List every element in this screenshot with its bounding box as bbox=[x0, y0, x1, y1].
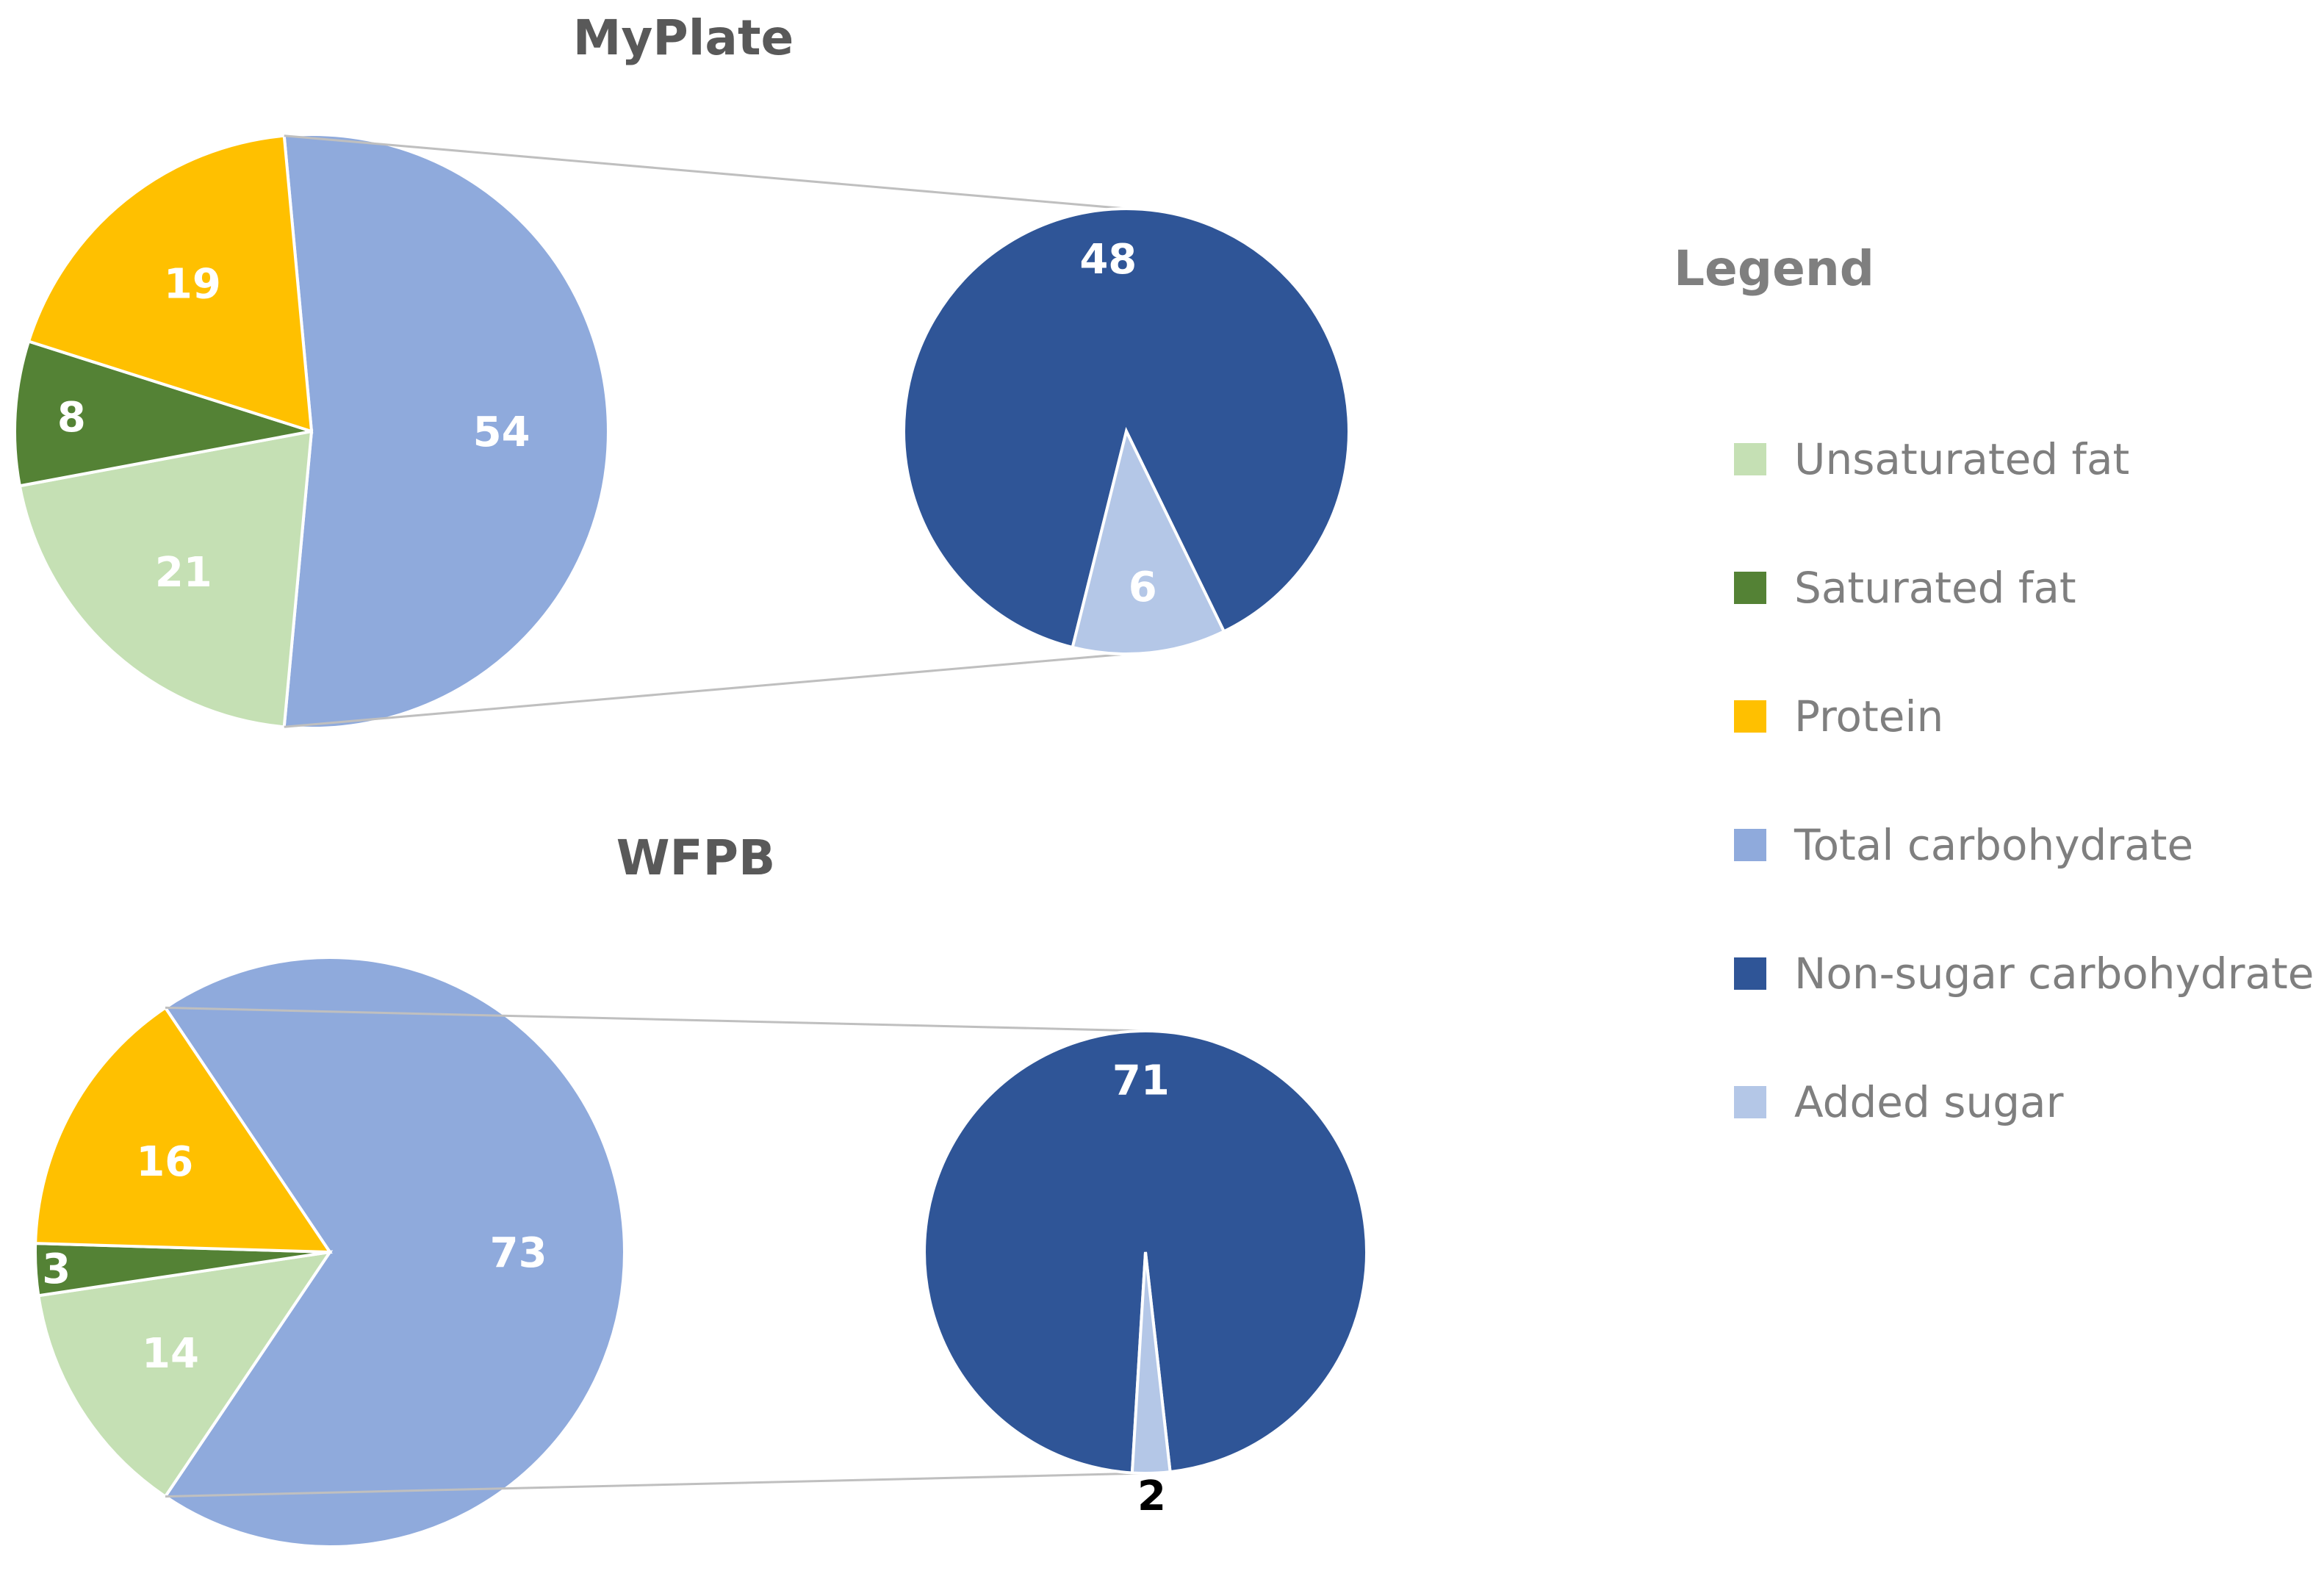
slice-wfpb-protein bbox=[34, 1005, 333, 1254]
legend-label-saturated-fat: Saturated fat bbox=[1794, 563, 2076, 613]
slice-myplate-saturated-fat bbox=[13, 339, 312, 488]
label-myplate-total-carbohydrate: 54 bbox=[473, 409, 530, 456]
slice-wfpb-total-carbohydrate bbox=[163, 956, 626, 1548]
legend-swatch-protein bbox=[1734, 700, 1766, 733]
slice-myplate-total-carbohydrate bbox=[282, 133, 610, 730]
slice-wfpb-non-sugar-carbohydrate bbox=[923, 1029, 1368, 1475]
legend-swatch-total-carbohydrate bbox=[1734, 829, 1766, 861]
legend-items: Unsaturated fat Saturated fat Protein Total… bbox=[1734, 434, 2314, 1127]
slice-myplate-added-sugar bbox=[1071, 427, 1226, 655]
chart-title-myplate: MyPlate bbox=[573, 10, 794, 66]
legend-swatch-unsaturated-fat bbox=[1734, 443, 1766, 475]
legend-swatch-non-sugar-carbohydrate bbox=[1734, 957, 1766, 990]
legend-swatch-saturated-fat bbox=[1734, 572, 1766, 604]
chart-title-wfpb: WFPB bbox=[616, 830, 776, 886]
label-wfpb-total-carbohydrate: 73 bbox=[490, 1229, 547, 1277]
label-wfpb-unsaturated-fat: 14 bbox=[142, 1330, 199, 1378]
legend-label-non-sugar-carbohydrate: Non-sugar carbohydrate bbox=[1794, 949, 2314, 999]
legend-label-unsaturated-fat: Unsaturated fat bbox=[1794, 434, 2129, 484]
legend-title: Legend bbox=[1674, 240, 1874, 297]
legend-label-total-carbohydrate: Total carbohydrate bbox=[1794, 820, 2193, 870]
label-myplate-saturated-fat: 8 bbox=[57, 394, 86, 442]
legend-label-added-sugar: Added sugar bbox=[1794, 1077, 2064, 1127]
label-wfpb-saturated-fat: 3 bbox=[42, 1245, 71, 1293]
panel-myplate: MyPlate 54 21 8 19 48 6 bbox=[13, 10, 1350, 730]
label-myplate-protein: 19 bbox=[164, 261, 221, 309]
label-wfpb-protein: 16 bbox=[136, 1138, 193, 1186]
label-wfpb-non-sugar-carbohydrate: 71 bbox=[1112, 1057, 1170, 1104]
label-myplate-added-sugar: 6 bbox=[1129, 564, 1157, 611]
slice-myplate-protein bbox=[26, 134, 314, 434]
connector-top-wfpb bbox=[165, 1006, 1146, 1032]
slice-wfpb-unsaturated-fat bbox=[37, 1250, 334, 1499]
legend: Legend Unsaturated fat Saturated fat Prote… bbox=[1674, 240, 2314, 1127]
label-myplate-non-sugar-carbohydrate: 48 bbox=[1079, 236, 1137, 284]
legend-swatch-added-sugar bbox=[1734, 1086, 1766, 1118]
connector-bottom-wfpb bbox=[165, 1472, 1146, 1498]
legend-label-protein: Protein bbox=[1794, 691, 1943, 741]
label-wfpb-added-sugar: 2 bbox=[1137, 1473, 1166, 1520]
connector-bottom-myplate bbox=[284, 653, 1127, 728]
panel-wfpb: WFPB 73 14 3 16 71 2 bbox=[34, 830, 1368, 1548]
connector-top-myplate bbox=[284, 134, 1127, 210]
slice-wfpb-added-sugar bbox=[1130, 1251, 1172, 1475]
label-myplate-unsaturated-fat: 21 bbox=[155, 549, 212, 597]
slice-myplate-unsaturated-fat bbox=[18, 429, 314, 729]
